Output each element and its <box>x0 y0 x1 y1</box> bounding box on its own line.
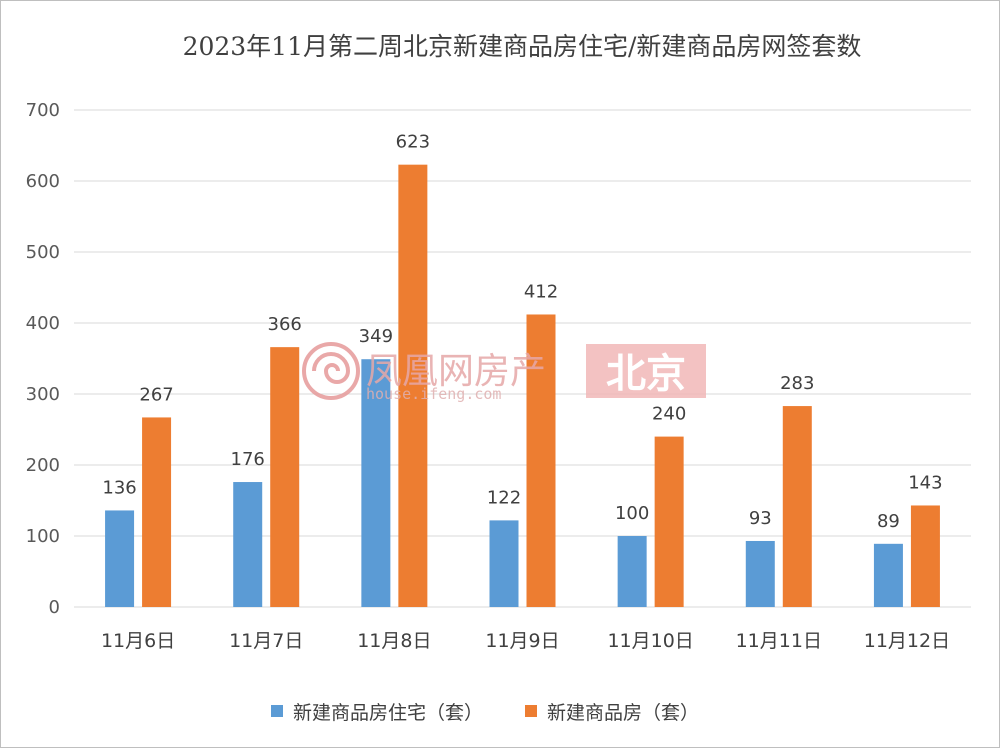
data-label: 623 <box>396 132 430 153</box>
bars <box>105 164 940 608</box>
bar <box>105 510 135 607</box>
data-label: 122 <box>487 487 521 508</box>
bar <box>617 536 647 607</box>
data-label: 143 <box>908 472 942 493</box>
x-tick-label: 11月7日 <box>229 630 303 652</box>
bar <box>489 520 519 607</box>
x-tick-label: 11月9日 <box>485 630 559 652</box>
x-tick-label: 11月6日 <box>101 630 175 652</box>
data-label: 412 <box>524 281 558 302</box>
bar <box>361 359 391 607</box>
watermark-brand: 凤凰网房产 <box>366 351 546 392</box>
data-label: 136 <box>102 477 136 498</box>
watermark-url: house.ifeng.com <box>366 385 501 403</box>
watermark-city: 北京 <box>606 351 686 397</box>
legend-label-commercial: 新建商品房（套） <box>547 702 699 724</box>
y-tick-label: 200 <box>26 455 60 476</box>
x-tick-label: 11月11日 <box>736 630 822 652</box>
data-label: 349 <box>359 326 393 347</box>
data-label: 100 <box>615 503 649 524</box>
bar <box>910 505 940 607</box>
legend-swatch-residential <box>271 705 283 717</box>
data-label: 176 <box>231 449 265 470</box>
y-tick-label: 500 <box>26 242 60 263</box>
y-tick-label: 0 <box>49 597 60 618</box>
ifeng-watermark: 凤凰网房产 house.ifeng.com 北京 <box>302 342 706 403</box>
y-tick-label: 600 <box>26 171 60 192</box>
y-tick-label: 400 <box>26 313 60 334</box>
x-tick-label: 11月12日 <box>864 630 950 652</box>
data-label: 89 <box>877 511 900 532</box>
x-axis: 11月6日 11月7日 11月8日 11月9日 11月10日 11月11日 11月12日 <box>101 630 950 652</box>
bar <box>782 406 812 607</box>
data-label: 240 <box>652 404 686 425</box>
legend-swatch-commercial <box>525 705 537 717</box>
data-labels: 136 267 176 366 349 623 122 412 100 240 93 283 89 143 <box>102 132 942 532</box>
bar <box>270 347 300 607</box>
y-tick-label: 300 <box>26 384 60 405</box>
bar <box>873 543 903 607</box>
data-label: 283 <box>780 373 814 394</box>
legend: 新建商品房住宅（套） 新建商品房（套） <box>271 702 699 724</box>
y-tick-label: 100 <box>26 526 60 547</box>
gridlines <box>74 109 971 608</box>
data-label: 93 <box>749 508 772 529</box>
ifeng-logo-icon <box>302 342 360 400</box>
bar <box>233 482 263 607</box>
x-tick-label: 11月8日 <box>357 630 431 652</box>
bar <box>654 436 684 607</box>
data-label: 267 <box>139 384 173 405</box>
bar <box>142 417 172 607</box>
bar <box>526 314 556 607</box>
data-label: 366 <box>268 314 302 335</box>
y-axis: 0 100 200 300 400 500 600 700 <box>26 100 60 618</box>
y-tick-label: 700 <box>26 100 60 121</box>
x-tick-label: 11月10日 <box>607 630 693 652</box>
legend-label-residential: 新建商品房住宅（套） <box>293 702 483 724</box>
chart-title: 2023年11月第二周北京新建商品房住宅/新建商品房网签套数 <box>183 32 862 61</box>
watermark-city-box <box>586 344 706 398</box>
bar <box>398 164 428 608</box>
bar <box>745 540 775 607</box>
